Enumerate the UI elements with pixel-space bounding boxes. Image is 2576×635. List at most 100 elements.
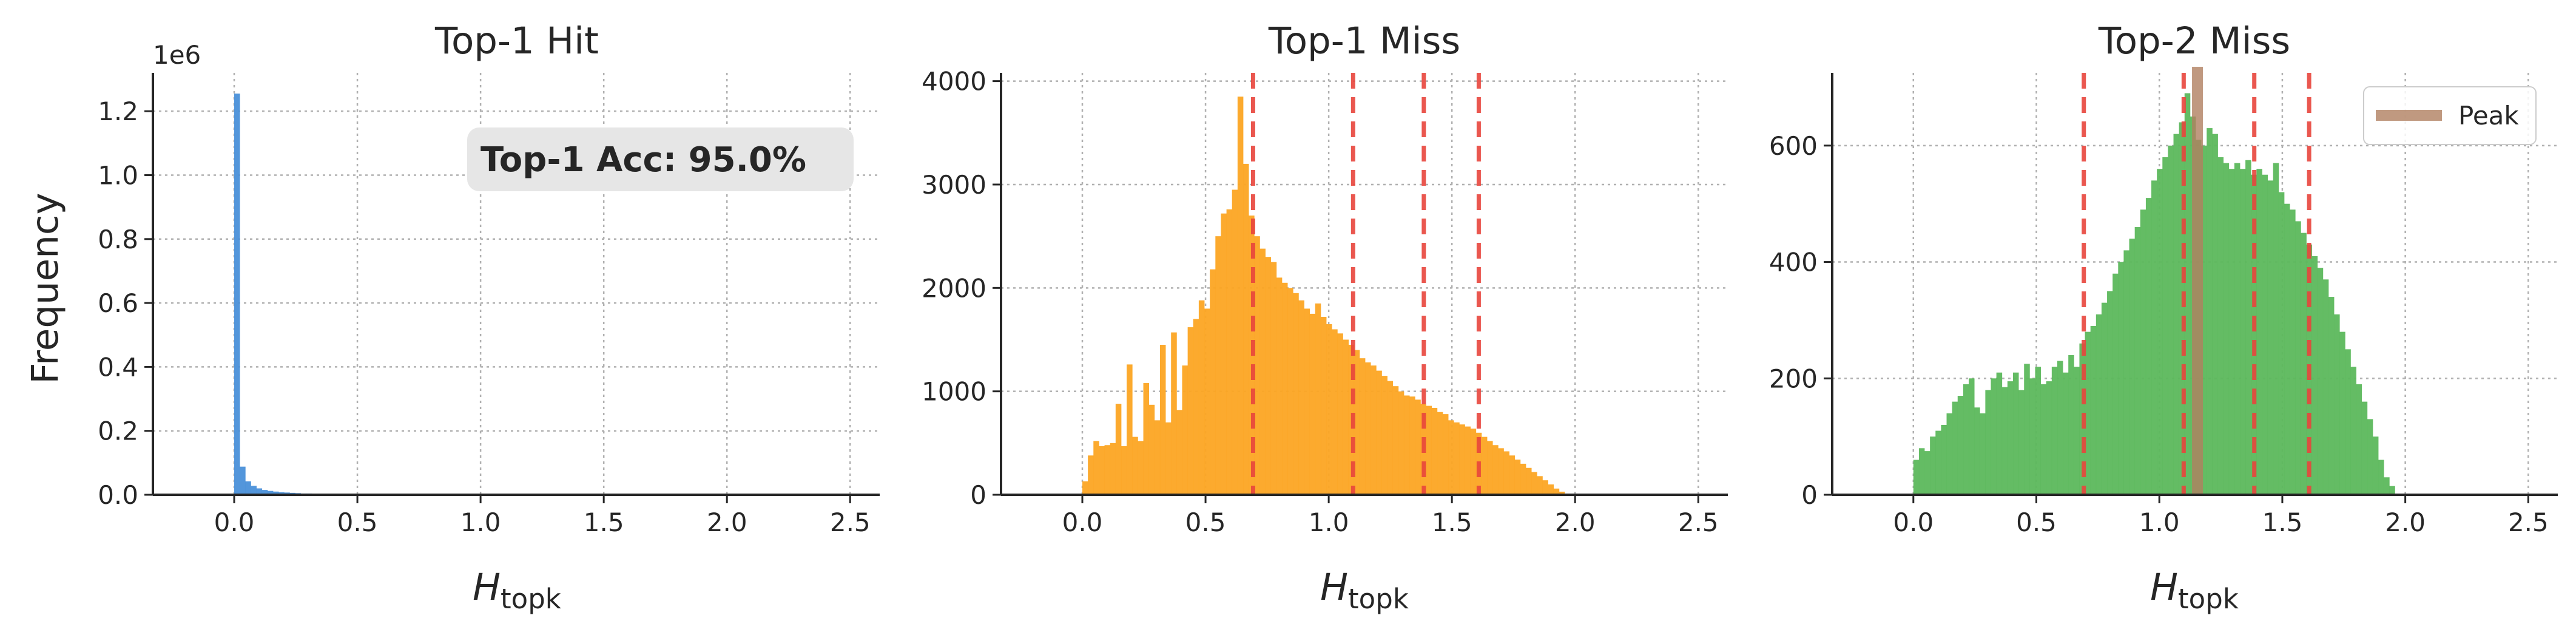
histogram-bar xyxy=(1431,407,1438,495)
histogram-bar xyxy=(2101,302,2108,495)
histogram-bar xyxy=(2040,384,2047,495)
histogram-bar xyxy=(2123,250,2129,495)
histogram-bar xyxy=(1099,446,1105,495)
histogram-bar xyxy=(2029,378,2035,495)
histogram-bar xyxy=(2372,436,2379,495)
histogram-bar xyxy=(2278,192,2285,495)
histogram-bar xyxy=(1304,308,1310,495)
histogram-bar xyxy=(1985,390,1991,495)
histogram-bar xyxy=(1454,422,1460,495)
histogram-bar xyxy=(1082,481,1088,495)
histogram-bar xyxy=(2074,367,2080,495)
x-ticks: 0.0 0.5 1.0 1.5 2.0 2.5 xyxy=(1893,495,2549,537)
histogram-bar xyxy=(1115,404,1122,495)
histogram-bar xyxy=(2046,381,2052,495)
histogram-bar xyxy=(2063,372,2069,495)
histogram-bar xyxy=(1918,448,1925,495)
x-axis-label-main: H xyxy=(2150,566,2178,609)
histogram-bar xyxy=(1392,386,1399,495)
histogram-bar xyxy=(2207,128,2213,495)
legend-label-peak: Peak xyxy=(2458,101,2519,131)
histogram-bar xyxy=(1320,317,1327,495)
panel-title: Top-1 Hit xyxy=(434,19,599,63)
x-axis-label-sub: topk xyxy=(501,583,561,615)
x-tick-label: 2.5 xyxy=(2508,508,2549,537)
histogram-bar xyxy=(1559,491,1565,495)
x-ticks: 0.0 0.5 1.0 1.5 2.0 2.5 xyxy=(214,495,871,537)
reference-lines xyxy=(1250,73,1481,495)
histogram-bar xyxy=(1088,455,1094,495)
histogram-bar xyxy=(1276,277,1283,495)
histogram-bar xyxy=(1442,414,1449,495)
y-tick-label: 600 xyxy=(1769,131,1818,161)
histogram-bar xyxy=(2295,221,2301,495)
histogram-bar xyxy=(1182,365,1189,495)
x-axis-label: Htopk xyxy=(473,566,561,615)
histogram-bar xyxy=(2339,331,2345,495)
histogram-bar xyxy=(2051,367,2058,495)
panel-title: Top-1 Miss xyxy=(1268,19,1460,63)
histogram-bar xyxy=(261,490,268,495)
histogram-bar xyxy=(1487,441,1493,495)
histogram-bar xyxy=(2007,381,2014,495)
histogram-bar xyxy=(1143,383,1150,495)
histogram-bar xyxy=(2345,349,2351,495)
histogram-bar xyxy=(278,492,285,495)
histogram-bar xyxy=(1991,378,1997,495)
histogram-bar xyxy=(1465,426,1471,495)
histogram-bar xyxy=(2112,273,2119,495)
panel-top2-miss: Top-2 Miss 0.0 0.5 1.0 1.5 2.0 2.5 0 200 400 600… xyxy=(1769,19,2558,615)
histogram-bar xyxy=(2018,390,2025,495)
histogram-bar xyxy=(1459,424,1465,495)
histogram-bar xyxy=(1946,413,1953,495)
histogram-bar xyxy=(2157,169,2163,495)
histogram-bar xyxy=(1371,365,1377,495)
histogram-bar xyxy=(1315,303,1321,495)
histogram-bar xyxy=(2212,134,2218,495)
histogram-bar xyxy=(1343,339,1349,495)
histogram-bar xyxy=(1492,445,1499,495)
histogram-bar xyxy=(2001,387,2008,495)
histogram-bar xyxy=(2217,157,2224,495)
histogram-bar xyxy=(1221,213,1227,495)
histogram-bar xyxy=(1259,248,1266,495)
y-tick-label: 0.0 xyxy=(98,480,138,510)
histogram-bar xyxy=(2317,268,2324,495)
x-tick-label: 1.0 xyxy=(1309,508,1349,537)
histogram-bar xyxy=(2290,209,2296,495)
histogram-bar xyxy=(1326,324,1332,495)
panel-top1-miss: Top-1 Miss 0.0 0.5 1.0 1.5 2.0 2.5 0 1000 2000 3… xyxy=(922,19,1728,615)
histogram-bar xyxy=(2173,134,2180,495)
histogram-bar xyxy=(2068,355,2074,495)
y-tick-label: 4000 xyxy=(922,67,986,97)
histogram-bar xyxy=(1426,406,1432,495)
histogram-bar xyxy=(2035,367,2041,495)
histogram-bar xyxy=(2223,163,2230,495)
x-axis-label-sub: topk xyxy=(2178,583,2239,615)
histogram-bar xyxy=(2301,233,2307,495)
histogram-bar xyxy=(2024,364,2030,495)
histogram-bar xyxy=(2107,291,2113,495)
histogram-bar xyxy=(1941,424,1947,495)
y-tick-label: 3000 xyxy=(922,170,986,200)
histogram-bar xyxy=(1281,282,1288,495)
x-tick-label: 1.5 xyxy=(2262,508,2303,537)
histogram-bar xyxy=(2356,384,2362,495)
histogram-bar xyxy=(2256,169,2262,495)
histogram-bar xyxy=(1924,451,1930,495)
histogram-bar xyxy=(1337,333,1343,495)
y-tick-label: 0.6 xyxy=(98,288,138,318)
y-ticks: 0.0 0.2 0.4 0.6 0.8 1.0 1.2 xyxy=(98,97,153,510)
y-tick-label: 0.2 xyxy=(98,416,138,446)
histogram-bar xyxy=(256,488,263,495)
x-tick-label: 0.0 xyxy=(1062,508,1103,537)
y-tick-label: 2000 xyxy=(922,273,986,303)
y-tick-label: 1000 xyxy=(922,377,986,407)
histogram-bar xyxy=(2378,460,2384,495)
axes xyxy=(152,73,880,496)
x-axis-label: Htopk xyxy=(2150,566,2239,615)
accuracy-annotation: Top-1 Acc: 95.0% xyxy=(467,127,854,191)
histogram-bar xyxy=(2251,174,2257,495)
x-tick-label: 2.5 xyxy=(1678,508,1719,537)
legend-box xyxy=(2363,86,2537,145)
